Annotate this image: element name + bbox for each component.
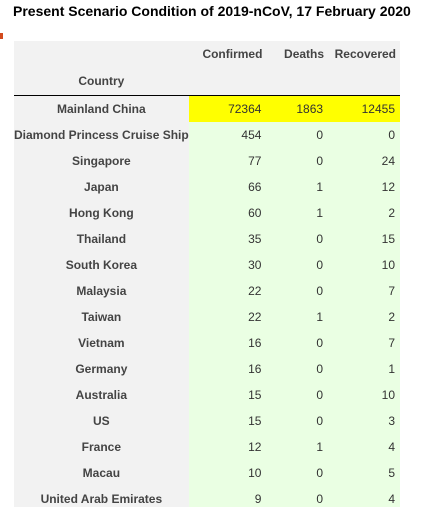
recovered-cell: 10 — [328, 382, 400, 408]
confirmed-cell: 35 — [188, 226, 267, 252]
confirmed-cell: 15 — [188, 408, 267, 434]
country-cell: Mainland China — [14, 95, 189, 122]
country-cell: Singapore — [14, 148, 189, 174]
deaths-cell: 1863 — [266, 95, 329, 122]
column-header-recovered: Recovered — [328, 41, 400, 67]
confirmed-cell: 9 — [188, 486, 267, 507]
deaths-cell: 1 — [266, 200, 329, 226]
country-cell: Japan — [14, 174, 189, 200]
confirmed-cell: 77 — [188, 148, 267, 174]
recovered-cell: 12 — [328, 174, 400, 200]
table-row: Malaysia 22 0 7 — [14, 278, 400, 304]
confirmed-cell: 60 — [188, 200, 267, 226]
deaths-cell: 0 — [266, 408, 329, 434]
deaths-cell: 1 — [266, 304, 329, 330]
country-cell: United Arab Emirates — [14, 486, 189, 507]
table-row: United Arab Emirates 9 0 4 — [14, 486, 400, 507]
page-title: Present Scenario Condition of 2019-nCoV,… — [13, 3, 411, 19]
country-cell: Australia — [14, 382, 189, 408]
country-cell: Germany — [14, 356, 189, 382]
table-body: Mainland China 72364 1863 12455 Diamond Prin… — [14, 95, 400, 507]
deaths-cell: 0 — [266, 226, 329, 252]
table-row: Hong Kong 60 1 2 — [14, 200, 400, 226]
recovered-cell: 7 — [328, 278, 400, 304]
deaths-cell: 0 — [266, 460, 329, 486]
country-cell: Hong Kong — [14, 200, 189, 226]
deaths-cell: 0 — [266, 382, 329, 408]
cases-table: Confirmed Deaths Recovered Country Mainl… — [14, 41, 400, 507]
country-cell: Taiwan — [14, 304, 189, 330]
confirmed-cell: 12 — [188, 434, 267, 460]
table-header: Confirmed Deaths Recovered Country — [14, 41, 400, 96]
index-header-filler — [188, 67, 267, 96]
deaths-cell: 1 — [266, 434, 329, 460]
recovered-cell: 15 — [328, 226, 400, 252]
table-row: Japan 66 1 12 — [14, 174, 400, 200]
table-container: Confirmed Deaths Recovered Country Mainl… — [14, 41, 400, 507]
deaths-cell: 0 — [266, 122, 329, 148]
deaths-cell: 0 — [266, 148, 329, 174]
confirmed-cell: 22 — [188, 278, 267, 304]
index-header-country: Country — [14, 67, 189, 96]
recovered-cell: 7 — [328, 330, 400, 356]
deaths-cell: 0 — [266, 252, 329, 278]
recovered-cell: 0 — [328, 122, 400, 148]
country-cell: Malaysia — [14, 278, 189, 304]
index-header-filler — [266, 67, 329, 96]
confirmed-cell: 454 — [188, 122, 267, 148]
deaths-cell: 1 — [266, 174, 329, 200]
recovered-cell: 1 — [328, 356, 400, 382]
country-cell: Macau — [14, 460, 189, 486]
country-cell: Thailand — [14, 226, 189, 252]
recovered-cell: 24 — [328, 148, 400, 174]
table-row: Singapore 77 0 24 — [14, 148, 400, 174]
deaths-cell: 0 — [266, 356, 329, 382]
column-header-row: Confirmed Deaths Recovered — [14, 41, 400, 67]
blank-header-cell — [14, 41, 189, 67]
table-row: France 12 1 4 — [14, 434, 400, 460]
index-header-filler — [328, 67, 400, 96]
country-cell: Diamond Princess Cruise Ship — [14, 122, 189, 148]
confirmed-cell: 10 — [188, 460, 267, 486]
table-row: Mainland China 72364 1863 12455 — [14, 95, 400, 122]
confirmed-cell: 16 — [188, 356, 267, 382]
deaths-cell: 0 — [266, 330, 329, 356]
recovered-cell: 3 — [328, 408, 400, 434]
country-cell: Vietnam — [14, 330, 189, 356]
column-header-confirmed: Confirmed — [188, 41, 267, 67]
country-cell: France — [14, 434, 189, 460]
confirmed-cell: 16 — [188, 330, 267, 356]
confirmed-cell: 66 — [188, 174, 267, 200]
country-cell: South Korea — [14, 252, 189, 278]
table-row: Thailand 35 0 15 — [14, 226, 400, 252]
recovered-cell: 12455 — [328, 95, 400, 122]
deaths-cell: 0 — [266, 486, 329, 507]
table-row: Australia 15 0 10 — [14, 382, 400, 408]
country-cell: US — [14, 408, 189, 434]
table-row: Macau 10 0 5 — [14, 460, 400, 486]
column-header-deaths: Deaths — [266, 41, 329, 67]
recovered-cell: 4 — [328, 486, 400, 507]
table-row: Germany 16 0 1 — [14, 356, 400, 382]
recovered-cell: 10 — [328, 252, 400, 278]
table-row: South Korea 30 0 10 — [14, 252, 400, 278]
recovered-cell: 2 — [328, 200, 400, 226]
table-row: Vietnam 16 0 7 — [14, 330, 400, 356]
confirmed-cell: 30 — [188, 252, 267, 278]
confirmed-cell: 22 — [188, 304, 267, 330]
table-row: Diamond Princess Cruise Ship 454 0 0 — [14, 122, 400, 148]
recovered-cell: 5 — [328, 460, 400, 486]
table-row: US 15 0 3 — [14, 408, 400, 434]
confirmed-cell: 72364 — [188, 95, 267, 122]
recovered-cell: 2 — [328, 304, 400, 330]
recovered-cell: 4 — [328, 434, 400, 460]
deaths-cell: 0 — [266, 278, 329, 304]
edge-marker — [0, 33, 3, 39]
confirmed-cell: 15 — [188, 382, 267, 408]
index-header-row: Country — [14, 67, 400, 96]
table-row: Taiwan 22 1 2 — [14, 304, 400, 330]
